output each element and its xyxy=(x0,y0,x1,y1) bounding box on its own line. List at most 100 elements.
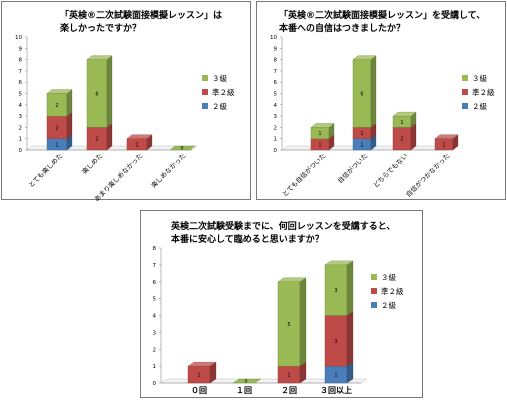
bar-side xyxy=(66,111,73,140)
bar-top xyxy=(277,277,307,282)
y-tick-label: 5 xyxy=(19,92,23,98)
data-label: 1 xyxy=(400,120,403,126)
y-tick-label: 4 xyxy=(153,314,157,320)
chart-title-line-2: 本番への自信はつきましたか？ xyxy=(279,24,406,34)
y-tick-label: 2 xyxy=(274,125,278,131)
bar-top xyxy=(187,361,217,367)
bar-side xyxy=(299,277,307,367)
data-label: 6 xyxy=(360,92,363,98)
y-tick-label: 6 xyxy=(19,80,23,86)
y-tick-label: 7 xyxy=(153,263,157,269)
y-tick-label: 6 xyxy=(274,80,278,86)
data-label: 1 xyxy=(360,131,363,137)
y-tick-label: 0 xyxy=(153,381,157,387)
y-tick-label: 5 xyxy=(274,92,278,98)
category-label: ０回 xyxy=(191,386,207,395)
category-label: 自信がつかなかった xyxy=(404,151,452,199)
chart-plot: 012345678910122とても楽しめた26楽しめた1あまり楽しめなかった0… xyxy=(15,35,235,201)
bar-top xyxy=(310,123,335,128)
legend-swatch xyxy=(202,103,208,109)
data-label: 1 xyxy=(55,142,58,148)
chart-title-line-1: 「英検®二次試験面接模擬レッスン」は xyxy=(60,11,223,21)
bar-top xyxy=(352,55,377,60)
bar-side xyxy=(370,55,377,128)
chart-title: 英検二次試験受験までに、何回レッスンを受講すると、 本番に安心して臨めると思いま… xyxy=(141,221,422,247)
data-label: 1 xyxy=(197,373,200,379)
y-tick-label: 10 xyxy=(270,35,277,41)
data-label: 0 xyxy=(181,146,184,152)
category-label: 楽しめた xyxy=(80,151,105,176)
chart-panel-lesson-count: 英検二次試験受験までに、何回レッスンを受講すると、 本番に安心して臨めると思いま… xyxy=(140,210,423,398)
data-label: 3 xyxy=(334,339,337,345)
y-tick-label: 3 xyxy=(19,114,23,120)
y-tick-label: 3 xyxy=(274,114,278,120)
y-tick-label: 0 xyxy=(19,148,23,154)
legend-swatch xyxy=(371,288,377,294)
y-tick-label: 9 xyxy=(19,46,23,52)
bar-side xyxy=(346,260,354,316)
bar-top xyxy=(324,260,354,266)
data-label: 1 xyxy=(135,142,138,148)
y-tick-label: 7 xyxy=(19,69,23,75)
data-label: 2 xyxy=(55,125,58,131)
y-tick-label: 4 xyxy=(274,103,278,109)
chart-title: 「英検®二次試験面接模擬レッスン」は 楽しかったですか？ xyxy=(2,10,250,36)
legend-label: ３級 xyxy=(212,73,227,83)
legend-label: 準２級 xyxy=(381,286,404,296)
y-tick-label: 1 xyxy=(274,137,278,143)
y-tick-label: 5 xyxy=(153,297,157,303)
chart-panel-enjoyment: 「英検®二次試験面接模擬レッスン」は 楽しかったですか？ 0 1 2 3 4 5 6 7 8 9 1… xyxy=(1,1,251,201)
y-tick-label: 6 xyxy=(153,280,157,286)
category-label: 自信がついた xyxy=(335,151,369,185)
data-label: 3 xyxy=(334,288,337,294)
bar-top xyxy=(392,111,417,117)
category-label: １回 xyxy=(236,386,252,395)
data-label: 1 xyxy=(287,373,290,379)
bar-top xyxy=(46,89,73,94)
legend-swatch xyxy=(371,302,377,308)
category-label: とても楽しめた xyxy=(26,151,64,189)
legend-label: ２級 xyxy=(472,101,487,111)
legend-label: ３級 xyxy=(381,272,396,282)
y-tick-label: 8 xyxy=(274,58,278,64)
data-label: 5 xyxy=(287,322,290,328)
legend-label: 準２級 xyxy=(472,87,495,97)
y-tick-label: 1 xyxy=(19,137,23,143)
category-label: 楽しめなかった xyxy=(149,151,188,190)
y-tick-label: 7 xyxy=(274,69,278,75)
data-label: 1 xyxy=(318,131,321,137)
y-tick-label: 0 xyxy=(274,148,278,154)
bar-side xyxy=(66,89,73,117)
bar-side xyxy=(106,55,113,128)
y-tick-label: 4 xyxy=(19,103,23,109)
bar-top xyxy=(86,55,113,60)
legend-label: ３級 xyxy=(472,73,487,83)
data-label: 6 xyxy=(95,92,98,98)
category-label: ２回 xyxy=(281,386,297,395)
legend-swatch xyxy=(462,89,468,95)
y-tick-label: 2 xyxy=(153,347,157,353)
data-label: 1 xyxy=(334,373,337,379)
bar-side xyxy=(410,123,417,151)
chart-title-line-2: 本番に安心して臨めると思いますか？ xyxy=(171,235,324,245)
data-label: 0 xyxy=(245,379,248,385)
y-tick-label: 1 xyxy=(153,364,157,370)
data-label: 1 xyxy=(360,142,363,148)
legend-swatch xyxy=(462,103,468,109)
legend-swatch xyxy=(371,274,377,280)
category-label: ３回以上 xyxy=(320,385,352,395)
bar-top xyxy=(232,378,262,384)
y-tick-label: 3 xyxy=(153,330,157,336)
y-tick-label: 9 xyxy=(274,46,278,52)
category-label: どちらでもない xyxy=(372,152,410,190)
legend-swatch xyxy=(202,75,208,81)
legend-label: ２級 xyxy=(381,300,396,310)
data-label: 1 xyxy=(318,142,321,148)
chart-panel-confidence: 「英検®二次試験面接模擬レッスン」を受講して、 本番への自信はつきましたか？ 0… xyxy=(256,1,506,200)
legend-label: ２級 xyxy=(212,101,227,111)
y-tick-label: 2 xyxy=(19,125,23,131)
bar-side xyxy=(106,123,113,151)
chart-title-line-1: 「英検®二次試験面接模擬レッスン」を受講して、 xyxy=(279,11,486,21)
chart-title-line-2: 楽しかったですか？ xyxy=(60,24,142,34)
